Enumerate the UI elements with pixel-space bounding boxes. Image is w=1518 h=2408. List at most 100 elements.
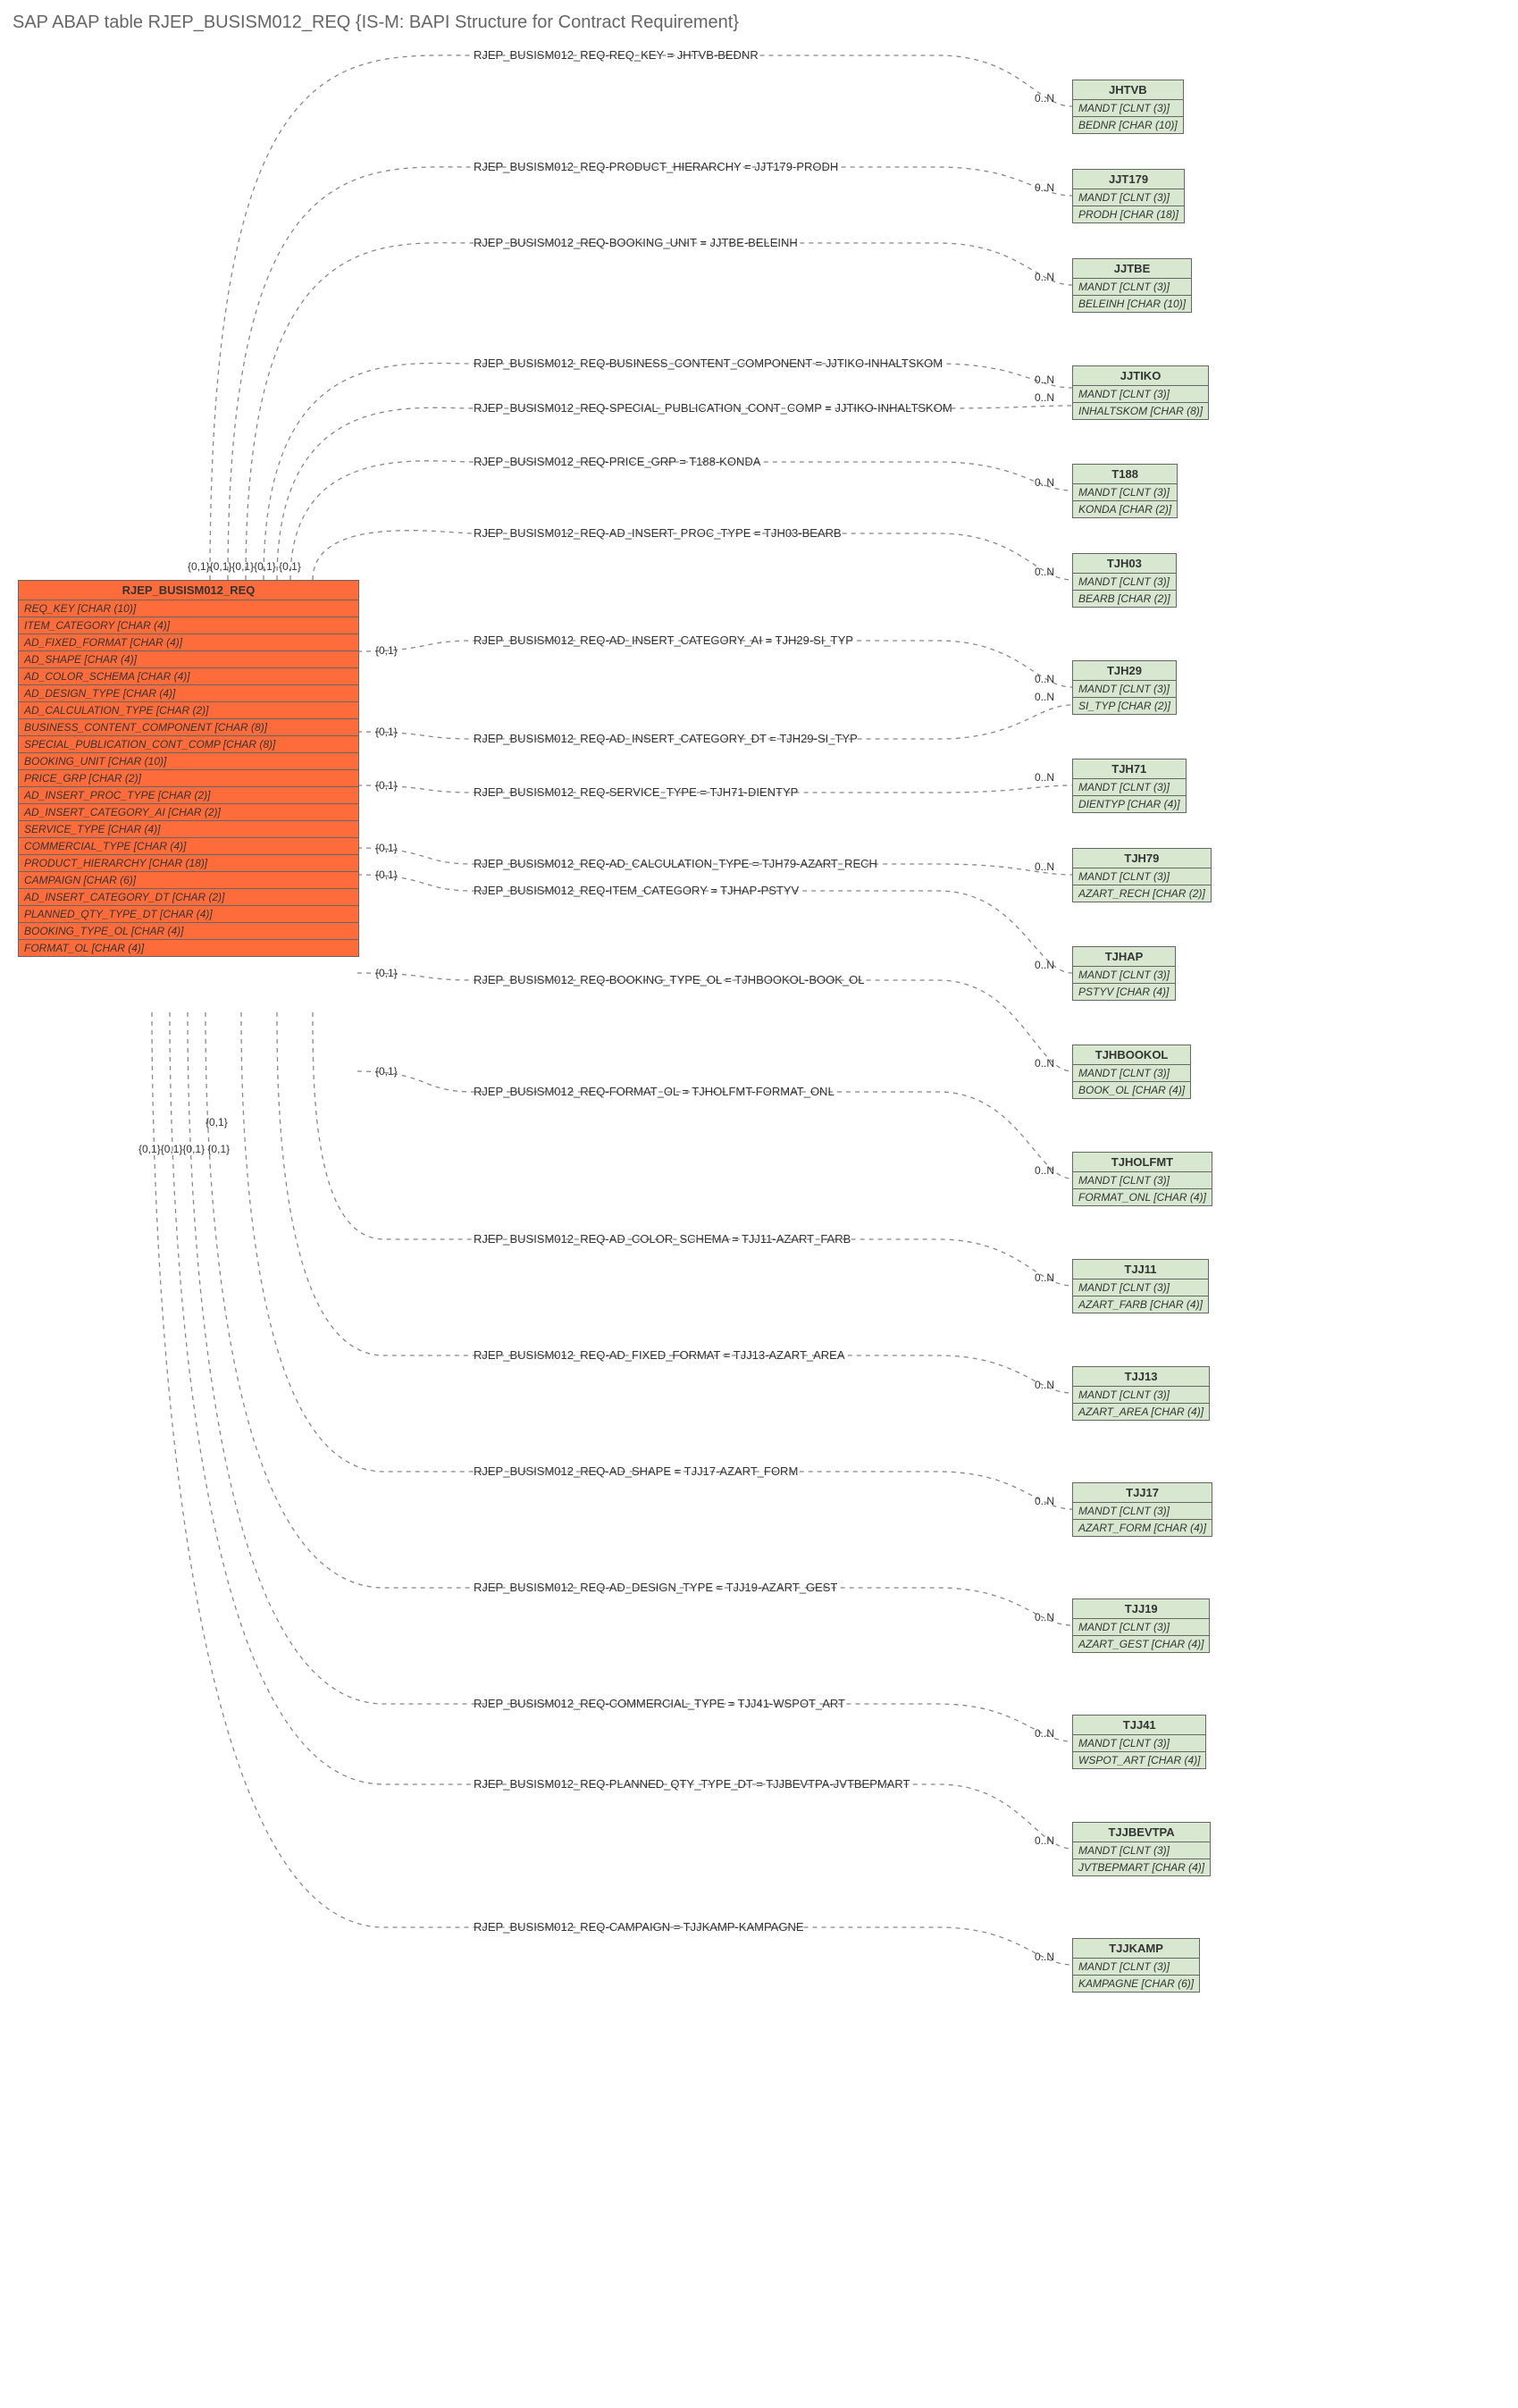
edge-label: RJEP_BUSISM012_REQ-AD_FIXED_FORMAT = TJJ…	[474, 1348, 845, 1362]
cardinality-right: 0..N	[1035, 566, 1054, 578]
cardinality-cluster-bottom: {0,1}{0,1}{0,1} {0,1}	[138, 1143, 230, 1155]
entity-field: AD_SHAPE [CHAR (4)]	[19, 651, 358, 668]
entity-field: AD_CALCULATION_TYPE [CHAR (2)]	[19, 702, 358, 719]
edge-label: RJEP_BUSISM012_REQ-ITEM_CATEGORY = TJHAP…	[474, 884, 799, 897]
cardinality-right: 0..N	[1035, 1379, 1054, 1391]
edge-path	[152, 1012, 1072, 1965]
cardinality-left: {0,1}	[375, 868, 398, 881]
cardinality-right: 0..N	[1035, 476, 1054, 489]
ref-entity-header: JJT179	[1073, 170, 1184, 189]
ref-entity-header: TJJ13	[1073, 1367, 1209, 1387]
entity-field: MANDT [CLNT (3)]	[1073, 1503, 1212, 1520]
cardinality-right: 0..N	[1035, 181, 1054, 194]
ref-entity-t188: T188MANDT [CLNT (3)]KONDA [CHAR (2)]	[1072, 464, 1178, 518]
edge-path	[210, 55, 1072, 580]
edge-label: RJEP_BUSISM012_REQ-COMMERCIAL_TYPE = TJJ…	[474, 1697, 845, 1710]
entity-field: MANDT [CLNT (3)]	[1073, 1735, 1205, 1752]
entity-field: AZART_AREA [CHAR (4)]	[1073, 1404, 1209, 1420]
cardinality-left: {0,1}	[375, 1065, 398, 1078]
entity-field: MANDT [CLNT (3)]	[1073, 279, 1191, 296]
cardinality-right: 0..N	[1035, 691, 1054, 703]
ref-entity-tjh29: TJH29MANDT [CLNT (3)]SI_TYP [CHAR (2)]	[1072, 660, 1177, 715]
entity-field: FORMAT_OL [CHAR (4)]	[19, 940, 358, 956]
entity-field: AD_DESIGN_TYPE [CHAR (4)]	[19, 685, 358, 702]
edge-label: RJEP_BUSISM012_REQ-BOOKING_TYPE_OL = TJH…	[474, 973, 864, 986]
ref-entity-header: TJH29	[1073, 661, 1176, 681]
ref-entity-header: TJJBEVTPA	[1073, 1823, 1210, 1842]
ref-entity-tjh71: TJH71MANDT [CLNT (3)]DIENTYP [CHAR (4)]	[1072, 759, 1187, 813]
ref-entity-jjtbe: JJTBEMANDT [CLNT (3)]BELEINH [CHAR (10)]	[1072, 258, 1192, 313]
cardinality-right: 0..N	[1035, 771, 1054, 784]
entity-field: AD_INSERT_CATEGORY_AI [CHAR (2)]	[19, 804, 358, 821]
edge-label: RJEP_BUSISM012_REQ-AD_DESIGN_TYPE = TJJ1…	[474, 1581, 837, 1594]
entity-field: FORMAT_ONL [CHAR (4)]	[1073, 1189, 1212, 1205]
entity-field: BUSINESS_CONTENT_COMPONENT [CHAR (8)]	[19, 719, 358, 736]
ref-entity-header: JJTIKO	[1073, 366, 1208, 386]
ref-entity-header: JJTBE	[1073, 259, 1191, 279]
entity-field: REQ_KEY [CHAR (10)]	[19, 600, 358, 617]
diagram-canvas: RJEP_BUSISM012_REQREQ_KEY [CHAR (10)]ITE…	[9, 44, 1483, 2367]
entity-field: MANDT [CLNT (3)]	[1073, 1387, 1209, 1404]
ref-entity-jjtiko: JJTIKOMANDT [CLNT (3)]INHALTSKOM [CHAR (…	[1072, 365, 1209, 420]
cardinality-right: 0..N	[1035, 959, 1054, 971]
ref-entity-header: TJJ17	[1073, 1483, 1212, 1503]
cardinality-below-format: {0,1}	[205, 1116, 228, 1128]
entity-field: WSPOT_ART [CHAR (4)]	[1073, 1752, 1205, 1768]
cardinality-right: 0..N	[1035, 1951, 1054, 1963]
edge-path	[264, 363, 1072, 580]
ref-entity-tjjkamp: TJJKAMPMANDT [CLNT (3)]KAMPAGNE [CHAR (6…	[1072, 1938, 1200, 1993]
ref-entity-tjh79: TJH79MANDT [CLNT (3)]AZART_RECH [CHAR (2…	[1072, 848, 1212, 902]
entity-field: PRICE_GRP [CHAR (2)]	[19, 770, 358, 787]
ref-entity-header: TJHOLFMT	[1073, 1153, 1212, 1172]
cardinality-left: {0,1}	[375, 967, 398, 979]
cardinality-left: {0,1}	[375, 726, 398, 738]
ref-entity-tjholfmt: TJHOLFMTMANDT [CLNT (3)]FORMAT_ONL [CHAR…	[1072, 1152, 1212, 1206]
cardinality-right: 0..N	[1035, 673, 1054, 685]
cardinality-right: 0..N	[1035, 391, 1054, 404]
cardinality-right: 0..N	[1035, 373, 1054, 386]
edge-label: RJEP_BUSISM012_REQ-SERVICE_TYPE = TJH71-…	[474, 785, 798, 799]
edge-path	[357, 973, 1072, 1071]
main-entity: RJEP_BUSISM012_REQREQ_KEY [CHAR (10)]ITE…	[18, 580, 359, 957]
edge-label: RJEP_BUSISM012_REQ-AD_COLOR_SCHEMA = TJJ…	[474, 1232, 851, 1246]
edge-label: RJEP_BUSISM012_REQ-FORMAT_OL = TJHOLFMT-…	[474, 1085, 834, 1098]
entity-field: PRODUCT_HIERARCHY [CHAR (18)]	[19, 855, 358, 872]
entity-field: MANDT [CLNT (3)]	[1073, 779, 1186, 796]
entity-field: MANDT [CLNT (3)]	[1073, 868, 1211, 885]
entity-field: MANDT [CLNT (3)]	[1073, 1619, 1209, 1636]
edge-path	[170, 1012, 1072, 1849]
edge-path	[290, 461, 1072, 580]
entity-field: KAMPAGNE [CHAR (6)]	[1073, 1976, 1199, 1992]
edge-label: RJEP_BUSISM012_REQ-CAMPAIGN = TJJKAMP-KA…	[474, 1920, 804, 1934]
entity-field: AZART_FORM [CHAR (4)]	[1073, 1520, 1212, 1536]
ref-entity-header: TJHAP	[1073, 947, 1175, 967]
ref-entity-header: TJJKAMP	[1073, 1939, 1199, 1959]
cardinality-left: {0,1}	[375, 644, 398, 657]
ref-entity-tjj11: TJJ11MANDT [CLNT (3)]AZART_FARB [CHAR (4…	[1072, 1259, 1209, 1313]
edge-label: RJEP_BUSISM012_REQ-PLANNED_QTY_TYPE_DT =…	[474, 1777, 910, 1791]
edge-label: RJEP_BUSISM012_REQ-AD_INSERT_PROC_TYPE =…	[474, 526, 842, 540]
entity-field: MANDT [CLNT (3)]	[1073, 574, 1176, 591]
entity-field: AZART_FARB [CHAR (4)]	[1073, 1296, 1208, 1313]
entity-field: AD_INSERT_PROC_TYPE [CHAR (2)]	[19, 787, 358, 804]
edge-label: RJEP_BUSISM012_REQ-PRICE_GRP = T188-KOND…	[474, 455, 760, 468]
entity-field: MANDT [CLNT (3)]	[1073, 681, 1176, 698]
ref-entity-header: T188	[1073, 465, 1177, 484]
entity-field: PRODH [CHAR (18)]	[1073, 206, 1184, 222]
ref-entity-header: TJJ41	[1073, 1716, 1205, 1735]
entity-field: BOOKING_TYPE_OL [CHAR (4)]	[19, 923, 358, 940]
ref-entity-header: JHTVB	[1073, 80, 1183, 100]
ref-entity-header: TJHBOOKOL	[1073, 1045, 1190, 1065]
ref-entity-tjjbevtpa: TJJBEVTPAMANDT [CLNT (3)]JVTBEPMART [CHA…	[1072, 1822, 1211, 1876]
entity-field: ITEM_CATEGORY [CHAR (4)]	[19, 617, 358, 634]
entity-field: AZART_GEST [CHAR (4)]	[1073, 1636, 1209, 1652]
entity-field: CAMPAIGN [CHAR (6)]	[19, 872, 358, 889]
entity-field: BOOKING_UNIT [CHAR (10)]	[19, 753, 358, 770]
ref-entity-tjhbookol: TJHBOOKOLMANDT [CLNT (3)]BOOK_OL [CHAR (…	[1072, 1045, 1191, 1099]
edge-path	[277, 406, 1072, 580]
page-title: SAP ABAP table RJEP_BUSISM012_REQ {IS-M:…	[13, 13, 1518, 33]
edge-label: RJEP_BUSISM012_REQ-AD_INSERT_CATEGORY_AI…	[474, 633, 853, 647]
entity-field: SPECIAL_PUBLICATION_CONT_COMP [CHAR (8)]	[19, 736, 358, 753]
edge-label: RJEP_BUSISM012_REQ-BUSINESS_CONTENT_COMP…	[474, 357, 943, 370]
entity-field: AD_COLOR_SCHEMA [CHAR (4)]	[19, 668, 358, 685]
